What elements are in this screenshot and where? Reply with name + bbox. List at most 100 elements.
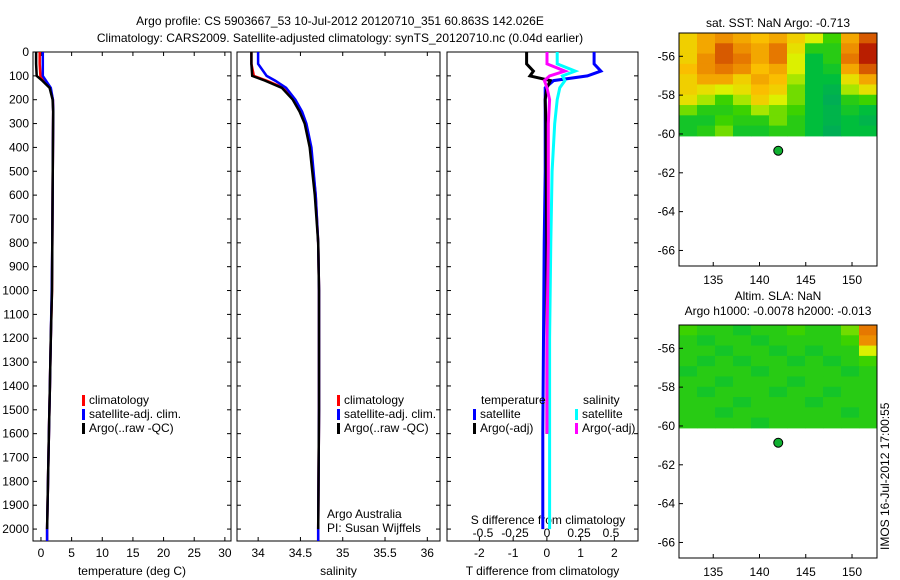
sla-map-cell [859, 376, 878, 388]
sst-map-cell [751, 105, 770, 116]
diff-temperature-legend-label: Argo(-adj) [480, 421, 533, 435]
sst-map-cell [823, 105, 842, 116]
sla-map-cell [769, 376, 788, 388]
sst-map-cell [751, 94, 770, 106]
sst-map-cell [715, 125, 734, 137]
temp-xtick-label: 30 [218, 546, 232, 560]
sla-map-cell [715, 345, 734, 357]
sst-map-cell [823, 115, 842, 127]
sla-map-cell [841, 407, 860, 419]
temp-ytick-label: 0 [22, 45, 29, 59]
sst-map-cell [733, 105, 752, 116]
diff-salinity-legend-label: Argo(-adj) [582, 421, 635, 435]
temp-xlabel: temperature (deg C) [78, 564, 186, 578]
sst-map-xtick-label: 150 [842, 273, 862, 287]
sla-map-cell [859, 407, 878, 419]
temp-ytick-label: 600 [9, 188, 29, 202]
sla-map-cell [787, 345, 806, 357]
sst-map-cell [859, 43, 878, 55]
sla-map-cell [751, 376, 770, 388]
sst-map-cell [733, 84, 752, 96]
sla-map-cell [787, 376, 806, 388]
sla-map-cell [715, 335, 734, 347]
sst-map-cell [841, 105, 860, 116]
sla-map-cell [733, 335, 752, 347]
sst-map-cell [769, 84, 788, 96]
diff-salinity-satellite-line [548, 52, 580, 530]
sla-map-cell [751, 366, 770, 377]
sst-map-cell [769, 125, 788, 137]
sla-map-cell [697, 386, 716, 398]
sla-map-cell [823, 345, 842, 357]
sal-annotation-2: PI: Susan Wijffels [327, 521, 421, 535]
sst-map-cell [733, 43, 752, 55]
sla-map-xtick-label: 150 [842, 565, 862, 579]
sst-map-cell [679, 53, 698, 65]
diff-salinity-legend-swatch [575, 423, 578, 434]
sst-map-cell [823, 84, 842, 96]
temp-ytick-label: 1500 [2, 403, 29, 417]
sla-map-cell [787, 325, 806, 336]
sal-xtick-label: 35.5 [373, 546, 397, 560]
sla-map-cell [697, 355, 716, 367]
sst-map-cell [751, 53, 770, 65]
sst-map-cell [841, 74, 860, 85]
sla-map-cell [787, 407, 806, 419]
sla-map-cell [679, 417, 698, 429]
sla-map-cell [751, 325, 770, 336]
sla-map-cell [733, 386, 752, 398]
sst-map-cell [715, 84, 734, 96]
diff-x2tick-label: -0.25 [501, 526, 529, 540]
sla-map-xtick-label: 145 [796, 565, 816, 579]
diff-xtick-label: 0 [544, 546, 551, 560]
sla-map-cell [733, 417, 752, 429]
sal-legend-swatch [337, 423, 340, 434]
sst-map-cell [715, 105, 734, 116]
sst-map-cell [787, 94, 806, 106]
sla-map-cell [823, 366, 842, 377]
sla-map-argo-position-marker [773, 437, 784, 448]
sal-legend-swatch [337, 409, 340, 420]
sst-map-xtick-label: 140 [749, 273, 769, 287]
sla-map-cell [733, 325, 752, 336]
sst-map-title: sat. SST: NaN Argo: -0.713 [706, 16, 850, 30]
sla-map-cell [715, 386, 734, 398]
temp-ytick-label: 400 [9, 140, 29, 154]
sst-map-cell [805, 125, 824, 137]
sst-map-cell [805, 53, 824, 65]
sst-map-cell [715, 115, 734, 127]
sla-map-cell [787, 397, 806, 408]
sla-map-cell [715, 366, 734, 377]
sst-map-cell [823, 33, 842, 44]
sla-map-cell [751, 417, 770, 429]
sst-map-cell [823, 94, 842, 106]
sal-xtick-label: 34.5 [289, 546, 313, 560]
sla-map-cell [823, 335, 842, 347]
sla-map-cell [715, 355, 734, 367]
sla-map-cell [751, 407, 770, 419]
sla-map-cell [769, 407, 788, 419]
sal-legend-label: climatology [344, 393, 404, 407]
sst-map-cell [715, 63, 734, 75]
sla-map-cell [859, 366, 878, 377]
diff-frame [446, 51, 639, 542]
sla-map-cell [769, 355, 788, 367]
sla-map-cell [823, 325, 842, 336]
sal-xtick-label: 34 [251, 546, 265, 560]
sla-map-ytick-label: -56 [658, 341, 676, 355]
temp-ytick-label: 300 [9, 117, 29, 131]
sla-map-cell [769, 335, 788, 347]
sla-map-cell [697, 335, 716, 347]
sst-map-cell [697, 43, 716, 55]
sla-map-cell [715, 417, 734, 429]
sst-map-cell [841, 94, 860, 106]
sla-map-cell [679, 366, 698, 377]
sst-map-cell [733, 33, 752, 44]
diff-xtick-label: -1 [508, 546, 519, 560]
temp-legend-swatch [82, 395, 85, 406]
sal-xlabel: salinity [320, 564, 357, 578]
sla-map-cell [805, 386, 824, 398]
sst-map-cell [733, 115, 752, 127]
diff-salinity-Argoadj-line [542, 52, 570, 434]
temp-xtick-label: 10 [96, 546, 110, 560]
